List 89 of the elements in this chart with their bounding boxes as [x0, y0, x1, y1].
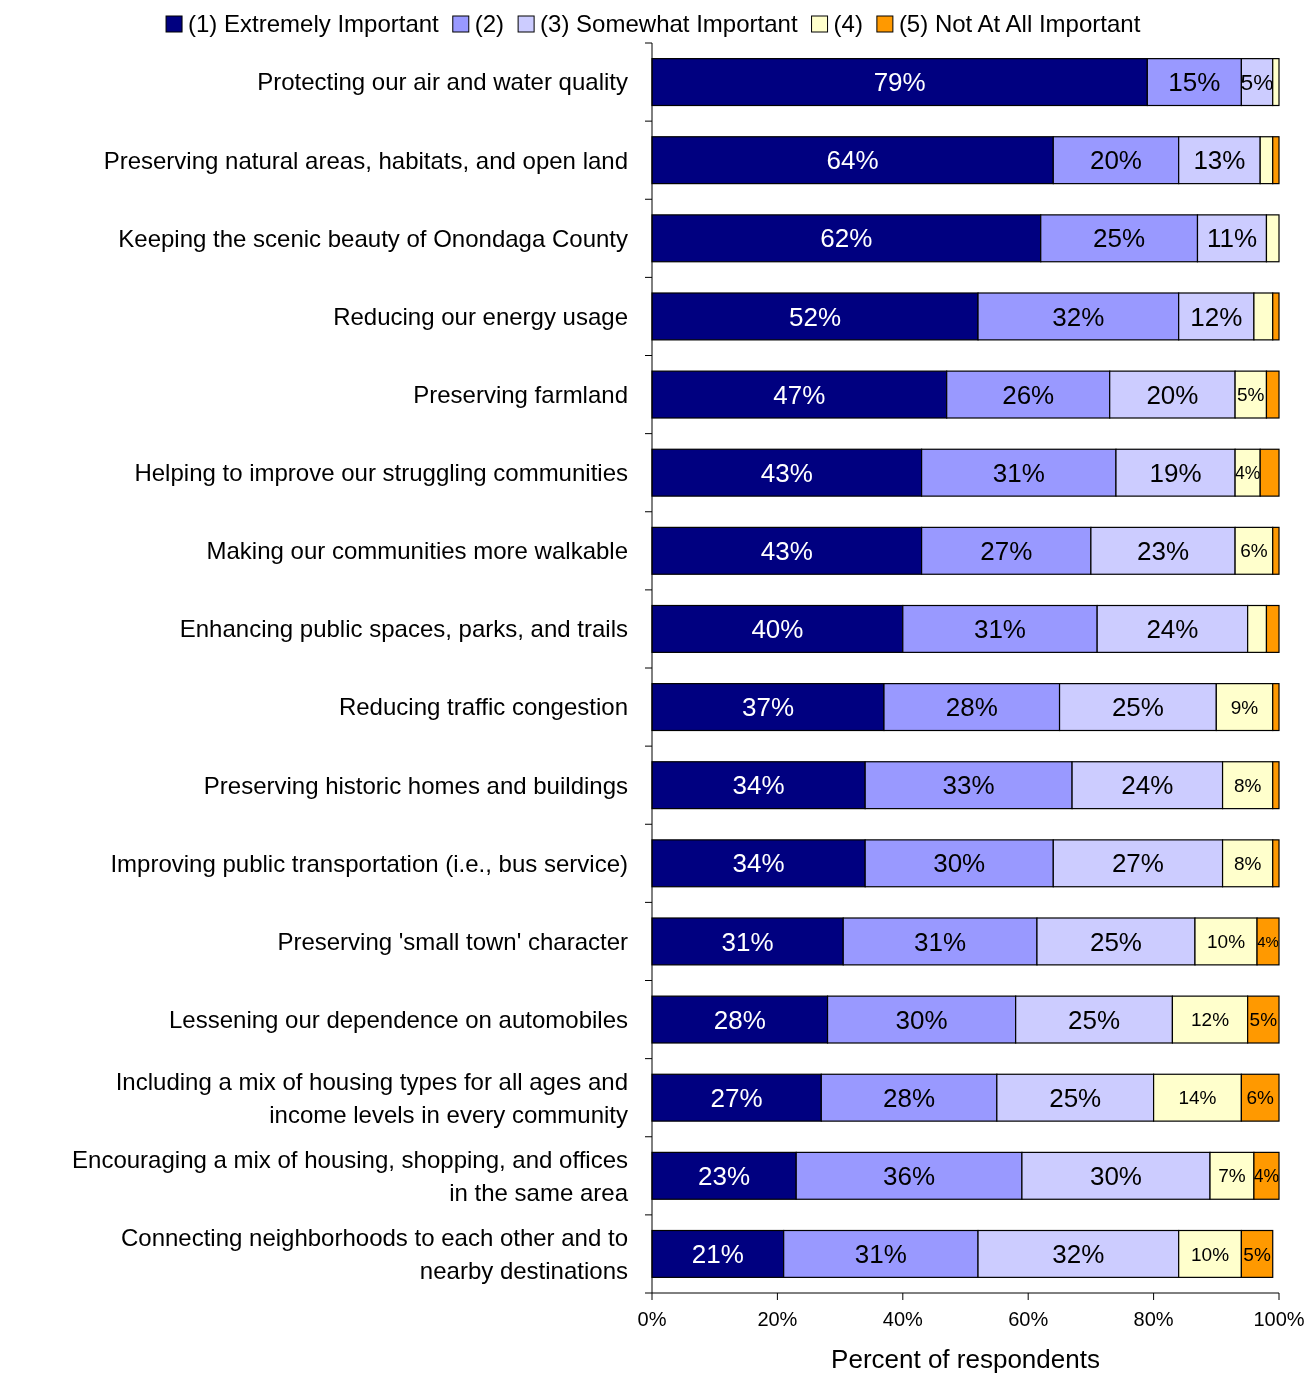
y-tick-label: Reducing our energy usage [333, 302, 628, 330]
data-label: 43% [760, 535, 813, 566]
data-label: 64% [826, 145, 879, 176]
data-label: 31% [854, 1239, 907, 1270]
data-label: 37% [741, 692, 795, 723]
data-label: 24% [1146, 614, 1199, 645]
y-tick-label: Reducing traffic congestion [338, 693, 628, 721]
data-label: 25% [1068, 1004, 1121, 1035]
y-tick-label: Keeping the scenic beauty of Onondaga County [118, 224, 628, 252]
data-label: 25% [1089, 926, 1142, 957]
data-label: 26% [1002, 379, 1055, 410]
data-label: 43% [760, 457, 813, 488]
data-label: 34% [732, 848, 785, 879]
data-label: 6% [1240, 540, 1268, 562]
data-label: 31% [721, 926, 774, 957]
legend-label: (1) Extremely Important [188, 10, 440, 38]
y-tick-label: Preserving farmland [413, 380, 628, 408]
legend-label: (4) [833, 10, 863, 38]
data-label: 30% [933, 848, 986, 879]
y-tick-label: Protecting our air and water quality [257, 68, 628, 96]
data-label: 27% [1111, 848, 1164, 879]
x-tick-label: 0% [637, 1308, 667, 1330]
data-label: 7% [1218, 1165, 1246, 1187]
data-label: 23% [1136, 535, 1190, 566]
data-label: 27% [710, 1082, 763, 1113]
data-label: 9% [1230, 696, 1259, 718]
data-label: 15% [1168, 67, 1221, 98]
data-label: 8% [1233, 774, 1262, 796]
y-tick-label: Connecting neighborhoods to each other and to nearby destinations [120, 1223, 628, 1284]
data-label: 40% [751, 614, 804, 645]
x-tick-label: 20% [757, 1308, 798, 1330]
data-label: 20% [1146, 379, 1199, 410]
data-label: 27% [980, 535, 1033, 566]
data-label: 5% [1237, 384, 1265, 406]
data-label: 13% [1193, 145, 1246, 176]
y-tick-label: Helping to improve our struggling communities [134, 459, 628, 487]
data-label: 33% [942, 770, 995, 801]
y-tick-label: Improving public transportation (i.e., bus service) [110, 849, 628, 877]
data-label: 12% [1191, 1009, 1230, 1031]
data-label: 25% [1049, 1082, 1102, 1113]
data-label: 62% [820, 223, 873, 254]
data-label: 20% [1089, 145, 1142, 176]
data-label: 10% [1191, 1243, 1230, 1265]
x-tick-label: 60% [1008, 1308, 1049, 1330]
y-tick-label: Enhancing public spaces, parks, and trails [179, 615, 628, 643]
data-label: 24% [1121, 770, 1174, 801]
data-label: 28% [945, 692, 998, 723]
data-label: 31% [914, 926, 967, 957]
y-tick-label: Lessening our dependence on automobiles [168, 1005, 628, 1033]
data-label: 11% [1206, 223, 1258, 254]
data-label: 47% [773, 379, 826, 410]
x-tick-label: 80% [1133, 1308, 1174, 1330]
data-label: 34% [732, 770, 785, 801]
x-tick-label: 40% [882, 1308, 924, 1330]
legend-label: (5) Not At All Important [898, 10, 1141, 38]
data-label: 30% [1089, 1160, 1142, 1191]
data-label: 21% [691, 1239, 744, 1270]
data-label: 6% [1246, 1087, 1275, 1109]
data-label: 32% [1052, 1239, 1105, 1270]
legend-label: (2) [474, 10, 505, 38]
y-tick-label: Preserving 'small town' character [277, 927, 629, 955]
data-label: 5% [1240, 69, 1274, 96]
data-label: 31% [973, 614, 1027, 645]
data-label: 10% [1207, 931, 1246, 953]
data-label: 14% [1178, 1087, 1217, 1109]
data-label: 32% [1052, 301, 1105, 332]
data-label: 5% [1243, 1243, 1271, 1265]
data-label: 28% [713, 1004, 766, 1035]
y-tick-label: Including a mix of housing types for all ages and income levels in every community [115, 1067, 628, 1128]
y-tick-label: Encouraging a mix of housing, shopping, and offices in the same area [72, 1145, 629, 1206]
data-label: 31% [992, 457, 1045, 488]
data-label: 8% [1233, 852, 1262, 874]
y-tick-label: Making our communities more walkable [206, 537, 628, 565]
x-tick-label: 100% [1253, 1308, 1305, 1330]
data-label: 36% [883, 1160, 936, 1191]
data-label: 23% [698, 1160, 751, 1191]
y-tick-label: Preserving natural areas, habitats, and open land [103, 146, 628, 174]
data-label: 52% [789, 301, 842, 332]
x-axis-title: Percent of respondents [831, 1344, 1100, 1374]
data-label: 30% [895, 1004, 948, 1035]
data-label: 25% [1093, 223, 1146, 254]
y-tick-label: Preserving historic homes and buildings [203, 771, 628, 799]
data-label: 19% [1149, 457, 1202, 488]
data-label: 12% [1190, 301, 1243, 332]
legend-label: (3) Somewhat Important [540, 10, 798, 38]
data-label: 5% [1249, 1009, 1278, 1031]
data-label: 25% [1111, 692, 1164, 723]
data-label: 79% [873, 67, 926, 98]
data-label: 28% [883, 1082, 936, 1113]
